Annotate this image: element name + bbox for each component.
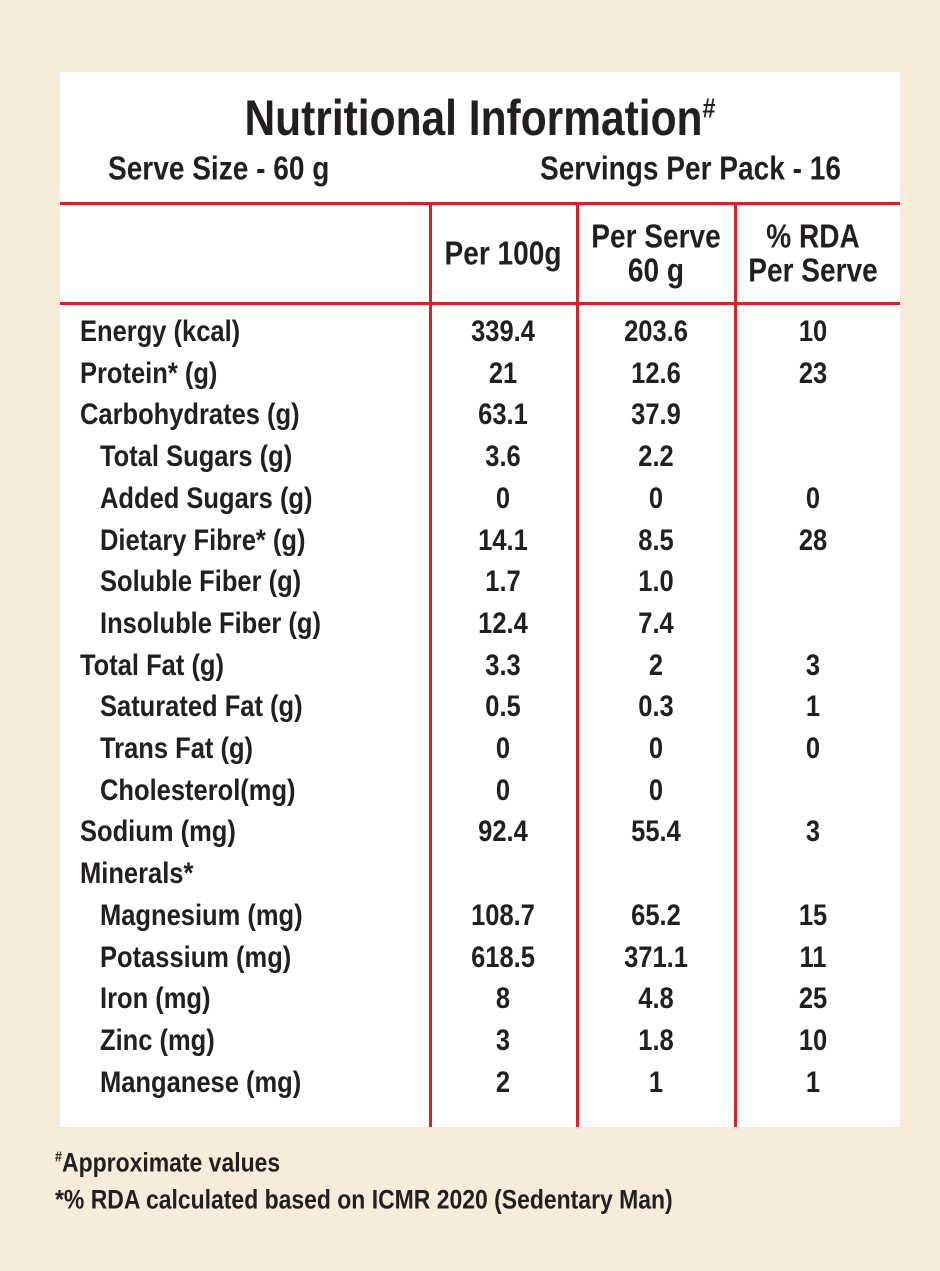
column-header: 60 g <box>627 251 685 289</box>
servings: Servings Per Pack - 16 <box>540 149 841 187</box>
rule <box>734 203 737 1127</box>
row-label: Dietary Fibre* (g) <box>100 523 306 557</box>
cell: 3 <box>805 648 821 682</box>
cell: 8 <box>495 982 511 1016</box>
column-header: Per 100g <box>444 234 562 272</box>
cell: 1.8 <box>638 1023 674 1057</box>
rule <box>60 202 900 205</box>
cell: 0 <box>495 732 511 765</box>
row-label: Soluble Fiber (g) <box>100 565 302 599</box>
footnote-text: Approximate values <box>62 1147 281 1178</box>
cell: 8.5 <box>638 523 674 557</box>
footnote: #Approximate values <box>55 1147 281 1178</box>
cell: 1 <box>805 690 821 724</box>
cell: 0 <box>648 773 664 807</box>
cell: 3.3 <box>485 648 521 682</box>
cell: 28 <box>798 523 828 557</box>
row-label: Energy (kcal) <box>80 315 241 348</box>
cell: 203.6 <box>624 315 688 348</box>
cell: 65.2 <box>631 898 681 932</box>
cell: 37.9 <box>631 398 681 432</box>
cell: 92.4 <box>478 815 528 849</box>
cell: 55.4 <box>631 815 681 849</box>
row-label: Sodium (mg) <box>80 815 236 849</box>
cell: 0 <box>648 481 664 515</box>
cell: 371.1 <box>624 940 688 974</box>
cell: 21 <box>488 356 518 390</box>
row-label: Minerals* <box>80 857 194 891</box>
cell: 4.8 <box>638 982 674 1016</box>
row-label: Saturated Fat (g) <box>100 690 303 724</box>
cell: 339.4 <box>471 315 535 348</box>
title-mark: # <box>702 92 716 124</box>
rule <box>60 302 900 305</box>
cell: 0 <box>495 481 511 515</box>
column-header: Per Serve <box>591 217 721 255</box>
cell: 2 <box>495 1065 511 1099</box>
cell: 3.6 <box>485 440 521 474</box>
row-label: Magnesium (mg) <box>100 898 303 932</box>
footnote-mark: # <box>55 1149 63 1166</box>
cell: 0.5 <box>485 690 521 724</box>
rule <box>576 203 579 1127</box>
title-text: Nutritional Information <box>244 90 703 146</box>
column-header: Per Serve <box>748 251 878 289</box>
row-label: Iron (mg) <box>100 982 211 1016</box>
cell: 618.5 <box>471 940 535 974</box>
cell: 0 <box>495 773 511 807</box>
row-label: Insoluble Fiber (g) <box>100 606 321 640</box>
cell: 0.3 <box>638 690 674 724</box>
cell: 12.6 <box>631 356 681 390</box>
cell: 108.7 <box>471 898 535 932</box>
title: Nutritional Information# <box>244 93 715 143</box>
cell: 12.4 <box>478 606 528 640</box>
cell: 0 <box>805 481 821 515</box>
row-label: Total Sugars (g) <box>100 440 293 474</box>
cell: 1 <box>805 1065 821 1099</box>
cell: 0 <box>648 732 664 765</box>
row-label: Protein* (g) <box>80 356 218 390</box>
cell: 63.1 <box>478 398 528 432</box>
cell: 11 <box>799 940 827 974</box>
footnote: *% RDA calculated based on ICMR 2020 (Se… <box>55 1184 673 1215</box>
rule <box>429 203 432 1127</box>
cell: 10 <box>798 1023 828 1057</box>
row-label: Potassium (mg) <box>100 940 292 974</box>
cell: 0 <box>805 732 821 765</box>
cell: 1.7 <box>485 565 521 599</box>
serve-size: Serve Size - 60 g <box>108 149 330 187</box>
cell: 1 <box>648 1065 664 1099</box>
row-label: Manganese (mg) <box>100 1065 302 1099</box>
row-label: Cholesterol(mg) <box>100 773 296 807</box>
cell: 7.4 <box>638 606 674 640</box>
cell: 3 <box>495 1023 511 1057</box>
panel <box>60 72 900 1127</box>
cell: 14.1 <box>478 523 528 557</box>
row-label: Total Fat (g) <box>80 648 225 682</box>
cell: 25 <box>798 982 828 1016</box>
row-label: Carbohydrates (g) <box>80 398 300 432</box>
row-label: Zinc (mg) <box>100 1023 215 1057</box>
cell: 3 <box>805 815 821 849</box>
row-label: Trans Fat (g) <box>100 732 254 765</box>
cell: 15 <box>798 898 828 932</box>
row-label: Added Sugars (g) <box>100 481 313 515</box>
cell: 23 <box>798 356 828 390</box>
cell: 10 <box>798 315 828 348</box>
cell: 2 <box>648 648 664 682</box>
column-header: % RDA <box>766 217 860 255</box>
cell: 1.0 <box>638 565 674 599</box>
cell: 2.2 <box>638 440 674 474</box>
